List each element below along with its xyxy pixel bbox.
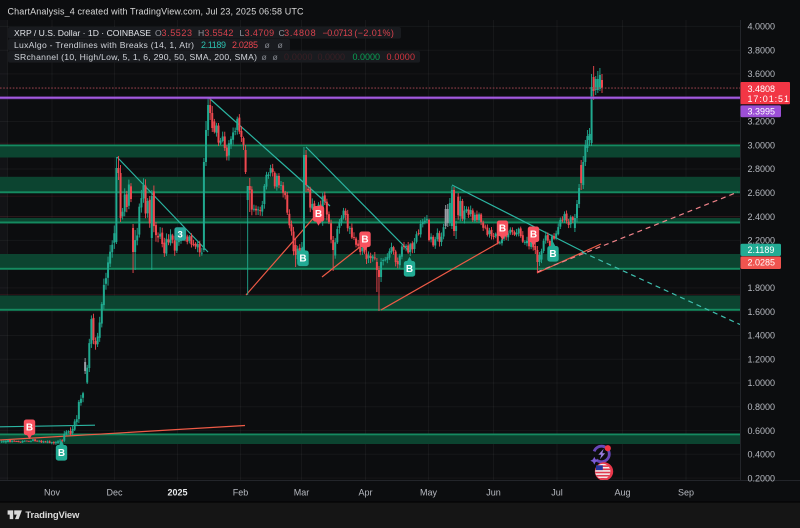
svg-text:LuxAlgo - Trendlines with Brea: LuxAlgo - Trendlines with Breaks (14, 1,… (14, 40, 284, 50)
svg-text:B: B (299, 254, 306, 265)
svg-text:Feb: Feb (233, 487, 249, 497)
svg-text:1.0000: 1.0000 (748, 378, 776, 388)
svg-text:1.4000: 1.4000 (748, 331, 776, 341)
svg-text:3.3995: 3.3995 (748, 106, 776, 116)
svg-text:B: B (361, 235, 368, 246)
svg-text:ChartAnalysis_4 created with T: ChartAnalysis_4 created with TradingView… (8, 7, 305, 17)
svg-text:0.6000: 0.6000 (748, 426, 776, 436)
svg-text:B: B (406, 264, 413, 275)
svg-text:4.0000: 4.0000 (748, 22, 776, 32)
svg-text:B: B (549, 249, 556, 260)
svg-text:2.2000: 2.2000 (748, 236, 776, 246)
svg-text:17:01:51: 17:01:51 (748, 94, 790, 104)
svg-text:Nov: Nov (44, 487, 61, 497)
svg-text:2.8000: 2.8000 (748, 164, 776, 174)
svg-text:0.4000: 0.4000 (748, 450, 776, 460)
svg-text:B: B (26, 423, 33, 434)
svg-text:2025: 2025 (167, 487, 187, 497)
svg-text:3.4808: 3.4808 (748, 84, 776, 94)
svg-text:3.0000: 3.0000 (748, 141, 776, 151)
svg-text:B: B (499, 224, 506, 235)
svg-text:0.8000: 0.8000 (748, 402, 776, 412)
svg-text:2.6000: 2.6000 (748, 188, 776, 198)
svg-text:Mar: Mar (294, 487, 310, 497)
svg-text:TradingView: TradingView (25, 510, 80, 521)
svg-text:Sep: Sep (678, 487, 694, 497)
svg-text:2.0285: 2.0285 (748, 258, 776, 268)
svg-text:Dec: Dec (106, 487, 123, 497)
svg-text:3: 3 (178, 229, 183, 240)
svg-text:2.4000: 2.4000 (748, 212, 776, 222)
svg-text:3.8000: 3.8000 (748, 45, 776, 55)
svg-text:Aug: Aug (614, 487, 630, 497)
svg-text:2.1189: 2.1189 (748, 245, 775, 255)
svg-text:3.6000: 3.6000 (748, 69, 776, 79)
svg-text:B: B (530, 230, 537, 241)
svg-text:Jun: Jun (486, 487, 501, 497)
svg-text:0.2000: 0.2000 (748, 473, 776, 483)
svg-text:3.2000: 3.2000 (748, 117, 776, 127)
svg-text:B: B (315, 209, 322, 220)
svg-text:May: May (420, 487, 438, 497)
svg-text:Jul: Jul (551, 487, 563, 497)
svg-text:1.8000: 1.8000 (748, 283, 776, 293)
svg-text:SRchannel (10, High/Low, 5, 1,: SRchannel (10, High/Low, 5, 1, 6, 290, 5… (14, 52, 415, 62)
svg-text:Apr: Apr (358, 487, 372, 497)
svg-text:1.2000: 1.2000 (748, 354, 776, 364)
svg-text:B: B (58, 448, 65, 459)
svg-text:XRP / U.S. Dollar · 1D · COINB: XRP / U.S. Dollar · 1D · COINBASE O3.5523… (14, 28, 394, 38)
svg-text:1.6000: 1.6000 (748, 307, 776, 317)
